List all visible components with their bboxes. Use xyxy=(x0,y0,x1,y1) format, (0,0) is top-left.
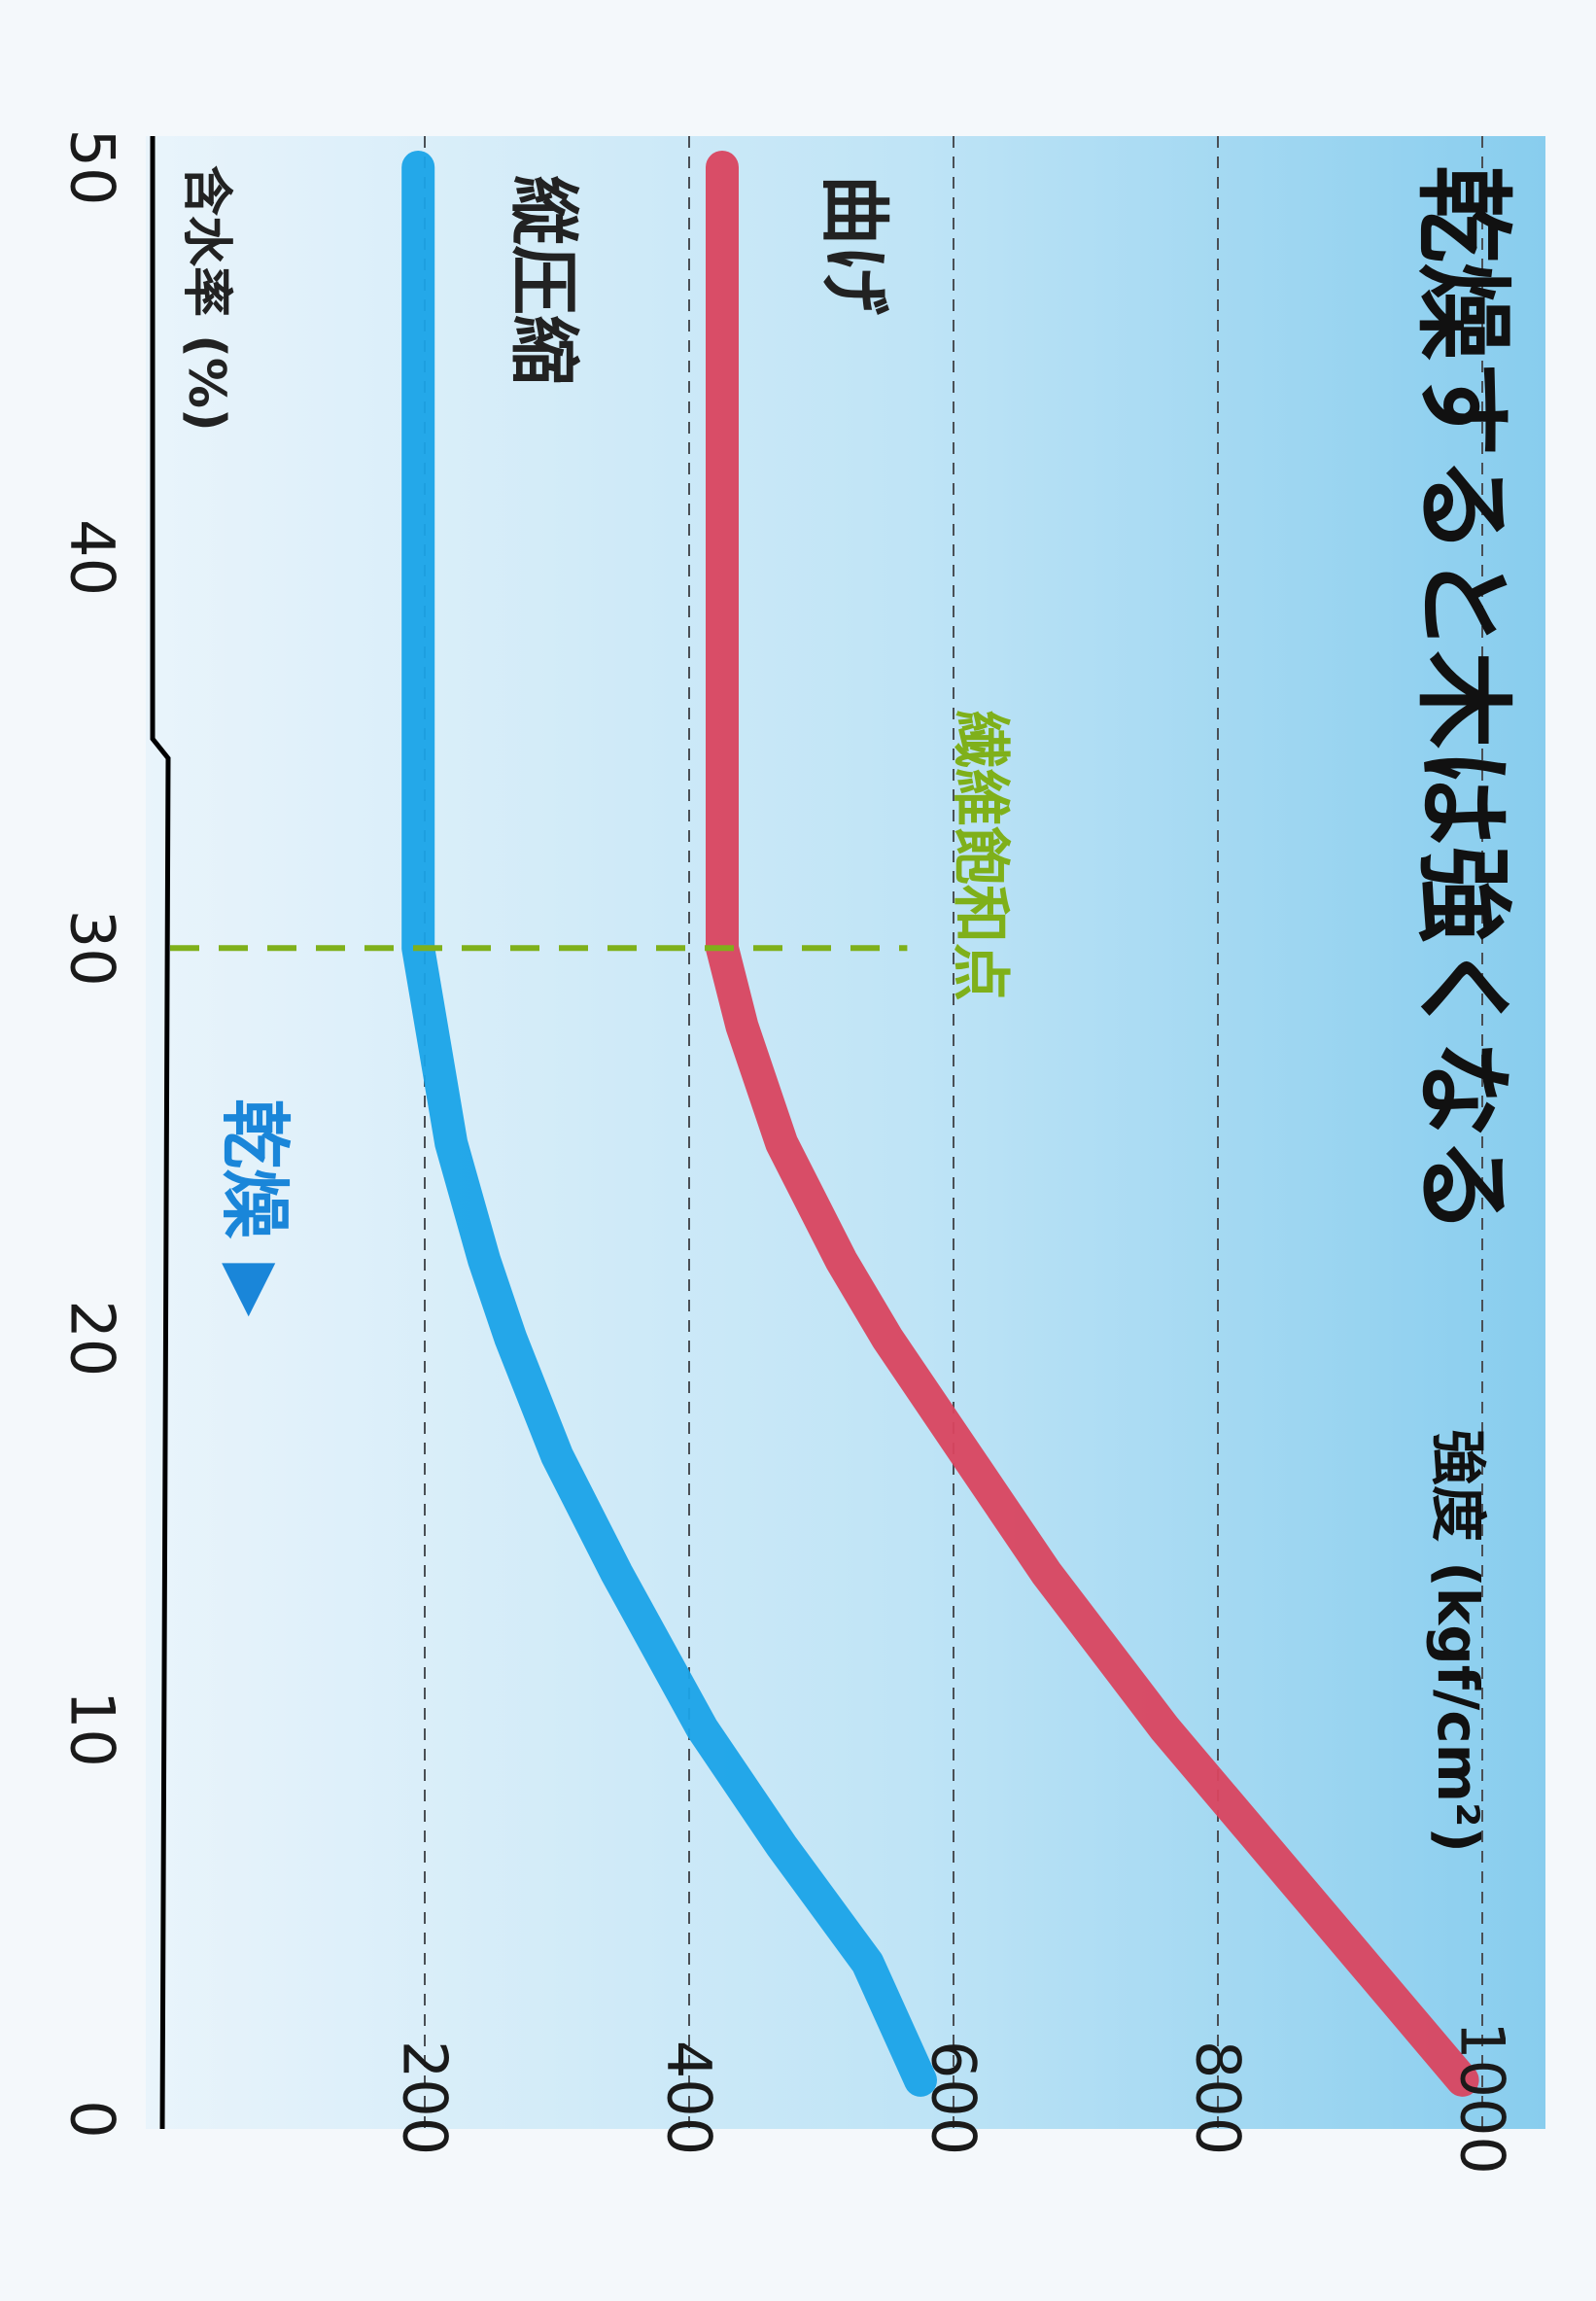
y-tick-label: 600 xyxy=(919,2040,989,2155)
x-tick-label: 30 xyxy=(57,910,128,987)
y-tick-label: 1000 xyxy=(1447,2021,1518,2175)
y-tick-label: 400 xyxy=(654,2040,725,2155)
drying-label: 乾燥 ▶ xyxy=(214,1098,295,1317)
x-axis-label: 含水率 (%) xyxy=(177,165,235,432)
series-label-compression: 縦圧縮 xyxy=(503,175,584,385)
series-label-bending: 曲げ xyxy=(814,175,895,315)
x-tick-label: 40 xyxy=(57,519,128,596)
x-tick-label: 50 xyxy=(57,129,128,206)
series-bending-line xyxy=(706,151,1479,2097)
x-tick-label: 10 xyxy=(57,1691,128,1767)
series-compression-line xyxy=(401,151,937,2097)
y-axis-label: 強度 (kgf/cm²) xyxy=(1425,1429,1491,1853)
plot-background xyxy=(146,136,1545,2129)
x-axis-line xyxy=(150,136,171,2130)
fiber-saturation-label: 繊維飽和点 xyxy=(946,710,1014,1001)
y-tick-label: 800 xyxy=(1183,2040,1254,2155)
x-tick-label: 20 xyxy=(57,1300,128,1377)
chart-title: 乾燥すると木は強くなる xyxy=(1406,165,1520,1235)
x-tick-label: 0 xyxy=(57,2100,128,2138)
y-tick-label: 200 xyxy=(390,2040,461,2155)
